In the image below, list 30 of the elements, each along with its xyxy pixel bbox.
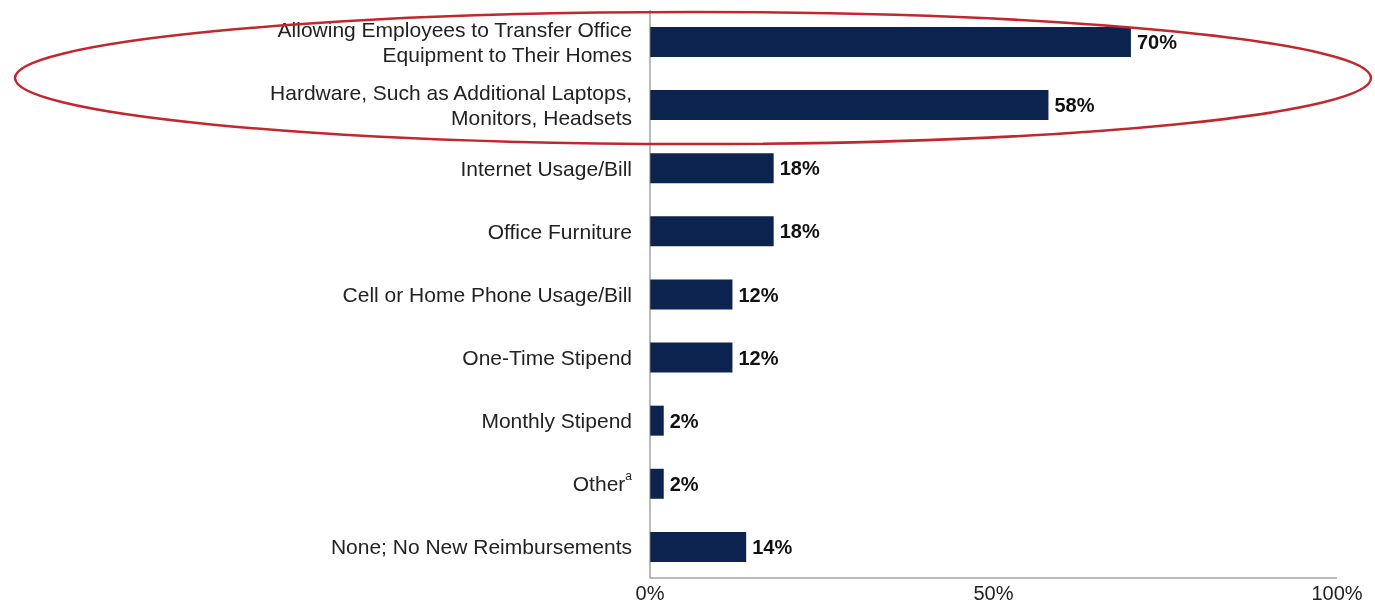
data-label: 58% (1054, 94, 1095, 117)
bar (650, 153, 774, 184)
data-label: 18% (779, 157, 820, 180)
data-label: 70% (1136, 31, 1178, 54)
bar (650, 27, 1131, 57)
data-label: 2% (669, 409, 699, 432)
y-tick-label: One-Time Stipend (462, 345, 632, 369)
y-tick-label: Monthly Stipend (481, 408, 632, 432)
x-tick-label: 100% (1311, 582, 1363, 605)
y-tick-label: Cell or Home Phone Usage/Bill (342, 282, 632, 306)
y-tick-label: None; No New Reimbursements (330, 534, 632, 558)
y-tick-label: Other$^{a}$ (572, 469, 633, 495)
data-label: 12% (738, 346, 779, 369)
x-tick-label: 0% (635, 582, 665, 605)
data-label: 18% (779, 220, 820, 243)
bar (650, 531, 747, 562)
bar (650, 468, 664, 499)
bar (650, 405, 664, 436)
y-tick-label: Internet Usage/Bill (460, 156, 632, 180)
y-tick-label: Allowing Employees to Transfer Office Equipment to Their Homes (277, 17, 632, 66)
bar (650, 90, 1049, 121)
bar (650, 279, 733, 310)
data-label: 12% (738, 283, 779, 306)
data-label: 2% (669, 472, 699, 495)
bar (650, 216, 774, 247)
y-tick-label: Office Furniture (487, 219, 632, 243)
y-tick-label: Hardware, Such as Additional Laptops, Monitors, Headsets (270, 80, 632, 129)
bar (650, 342, 733, 373)
data-label: 14% (752, 535, 793, 558)
x-tick-label: 50% (973, 582, 1014, 605)
